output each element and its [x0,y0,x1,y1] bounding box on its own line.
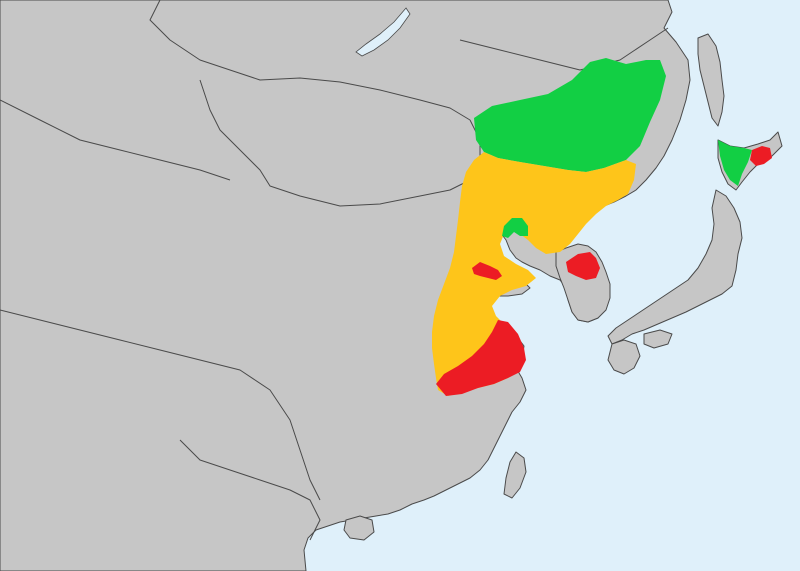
region-north-china [432,152,636,396]
border-tibet [0,309,321,501]
region-hokkaido-west [718,140,752,186]
region-north-korea-west [566,252,600,280]
honshu [607,189,743,345]
sakhalin [697,33,725,127]
lake-baikal [355,7,411,57]
border-mongolia [149,0,481,207]
taiwan [503,451,527,499]
region-jiangsu-coast [436,320,526,396]
region-liaodong-bay-inner [502,218,528,238]
border-central-asia [0,99,231,181]
border-russia-manchuria [459,27,669,71]
shikoku [643,329,673,349]
border-indochina [179,439,321,541]
hainan [343,515,375,541]
region-manchuria-north [474,58,666,172]
region-hokkaido-east [750,146,772,166]
kyushu [607,339,641,375]
region-shandong-coast [472,262,502,280]
